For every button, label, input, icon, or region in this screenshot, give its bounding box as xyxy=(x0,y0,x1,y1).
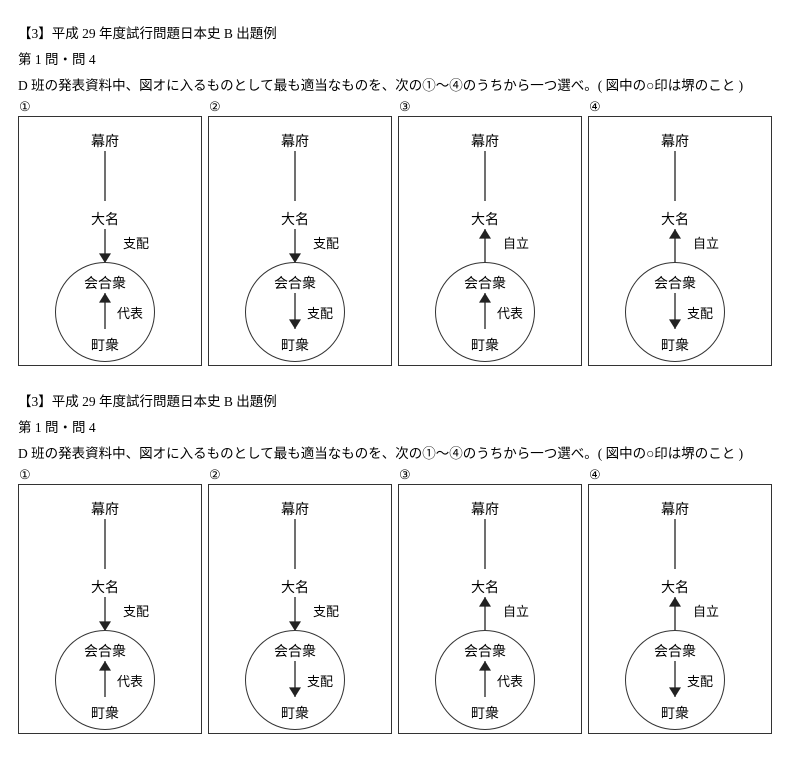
edge-label-mid: 支配 xyxy=(123,233,149,252)
node-bakufu: 幕府 xyxy=(281,131,309,151)
choice-number: ① xyxy=(19,99,31,115)
question-section: 【3】平成 29 年度試行問題日本史 B 出題例第 1 問・問 4 D 班の発表資… xyxy=(18,22,782,366)
choice-number: ④ xyxy=(589,467,601,483)
node-bakufu: 幕府 xyxy=(91,499,119,519)
node-daimyo: 大名 xyxy=(281,577,309,597)
node-egoshu: 会合衆 xyxy=(274,641,316,661)
edge-label-mid: 自立 xyxy=(693,601,719,620)
edge-label-inner: 代表 xyxy=(497,303,523,322)
diagram-card: ②幕府大名支配会合衆支配町衆 xyxy=(208,116,392,366)
node-daimyo: 大名 xyxy=(281,209,309,229)
node-machishu: 町衆 xyxy=(91,703,119,723)
diagram-card: ①幕府大名支配会合衆代表町衆 xyxy=(18,116,202,366)
node-machishu: 町衆 xyxy=(471,703,499,723)
diagram-card: ④幕府大名自立会合衆支配町衆 xyxy=(588,116,772,366)
node-machishu: 町衆 xyxy=(91,335,119,355)
edge-label-inner: 支配 xyxy=(687,671,713,690)
edge-label-mid: 自立 xyxy=(503,601,529,620)
node-egoshu: 会合衆 xyxy=(654,273,696,293)
node-egoshu: 会合衆 xyxy=(274,273,316,293)
choices-row: ①幕府大名支配会合衆代表町衆②幕府大名支配会合衆支配町衆③幕府大名自立会合衆代表… xyxy=(18,116,782,366)
node-machishu: 町衆 xyxy=(281,335,309,355)
node-egoshu: 会合衆 xyxy=(84,273,126,293)
choice-number: ② xyxy=(209,467,221,483)
choices-row: ①幕府大名支配会合衆代表町衆②幕府大名支配会合衆支配町衆③幕府大名自立会合衆代表… xyxy=(18,484,782,734)
node-machishu: 町衆 xyxy=(281,703,309,723)
node-daimyo: 大名 xyxy=(471,209,499,229)
edge-label-mid: 自立 xyxy=(503,233,529,252)
node-daimyo: 大名 xyxy=(91,209,119,229)
diagram-card: ①幕府大名支配会合衆代表町衆 xyxy=(18,484,202,734)
node-machishu: 町衆 xyxy=(661,335,689,355)
node-egoshu: 会合衆 xyxy=(464,641,506,661)
choice-number: ③ xyxy=(399,467,411,483)
section-title: 【3】平成 29 年度試行問題日本史 B 出題例 xyxy=(18,390,782,410)
edge-label-inner: 支配 xyxy=(307,671,333,690)
section-title: 【3】平成 29 年度試行問題日本史 B 出題例 xyxy=(18,22,782,42)
edge-label-mid: 支配 xyxy=(123,601,149,620)
node-daimyo: 大名 xyxy=(661,577,689,597)
node-bakufu: 幕府 xyxy=(661,131,689,151)
node-egoshu: 会合衆 xyxy=(84,641,126,661)
edge-label-inner: 支配 xyxy=(307,303,333,322)
node-machishu: 町衆 xyxy=(661,703,689,723)
choice-number: ① xyxy=(19,467,31,483)
edge-label-inner: 代表 xyxy=(117,671,143,690)
edge-label-inner: 代表 xyxy=(497,671,523,690)
node-bakufu: 幕府 xyxy=(471,131,499,151)
node-egoshu: 会合衆 xyxy=(464,273,506,293)
node-bakufu: 幕府 xyxy=(91,131,119,151)
edge-label-mid: 支配 xyxy=(313,601,339,620)
node-egoshu: 会合衆 xyxy=(654,641,696,661)
question-prompt: D 班の発表資料中、図オに入るものとして最も適当なものを、次の①〜④のうちから一… xyxy=(18,74,782,94)
choice-number: ③ xyxy=(399,99,411,115)
edge-label-inner: 代表 xyxy=(117,303,143,322)
node-daimyo: 大名 xyxy=(661,209,689,229)
node-daimyo: 大名 xyxy=(471,577,499,597)
diagram-card: ②幕府大名支配会合衆支配町衆 xyxy=(208,484,392,734)
diagram-card: ③幕府大名自立会合衆代表町衆 xyxy=(398,484,582,734)
node-bakufu: 幕府 xyxy=(281,499,309,519)
choice-number: ④ xyxy=(589,99,601,115)
choice-number: ② xyxy=(209,99,221,115)
diagram-card: ③幕府大名自立会合衆代表町衆 xyxy=(398,116,582,366)
node-machishu: 町衆 xyxy=(471,335,499,355)
question-prompt: D 班の発表資料中、図オに入るものとして最も適当なものを、次の①〜④のうちから一… xyxy=(18,442,782,462)
question-section: 【3】平成 29 年度試行問題日本史 B 出題例第 1 問・問 4 D 班の発表資… xyxy=(18,390,782,734)
edge-label-inner: 支配 xyxy=(687,303,713,322)
edge-label-mid: 支配 xyxy=(313,233,339,252)
node-daimyo: 大名 xyxy=(91,577,119,597)
node-bakufu: 幕府 xyxy=(471,499,499,519)
question-number: 第 1 問・問 4 xyxy=(18,48,782,68)
edge-label-mid: 自立 xyxy=(693,233,719,252)
question-number: 第 1 問・問 4 xyxy=(18,416,782,436)
diagram-card: ④幕府大名自立会合衆支配町衆 xyxy=(588,484,772,734)
node-bakufu: 幕府 xyxy=(661,499,689,519)
